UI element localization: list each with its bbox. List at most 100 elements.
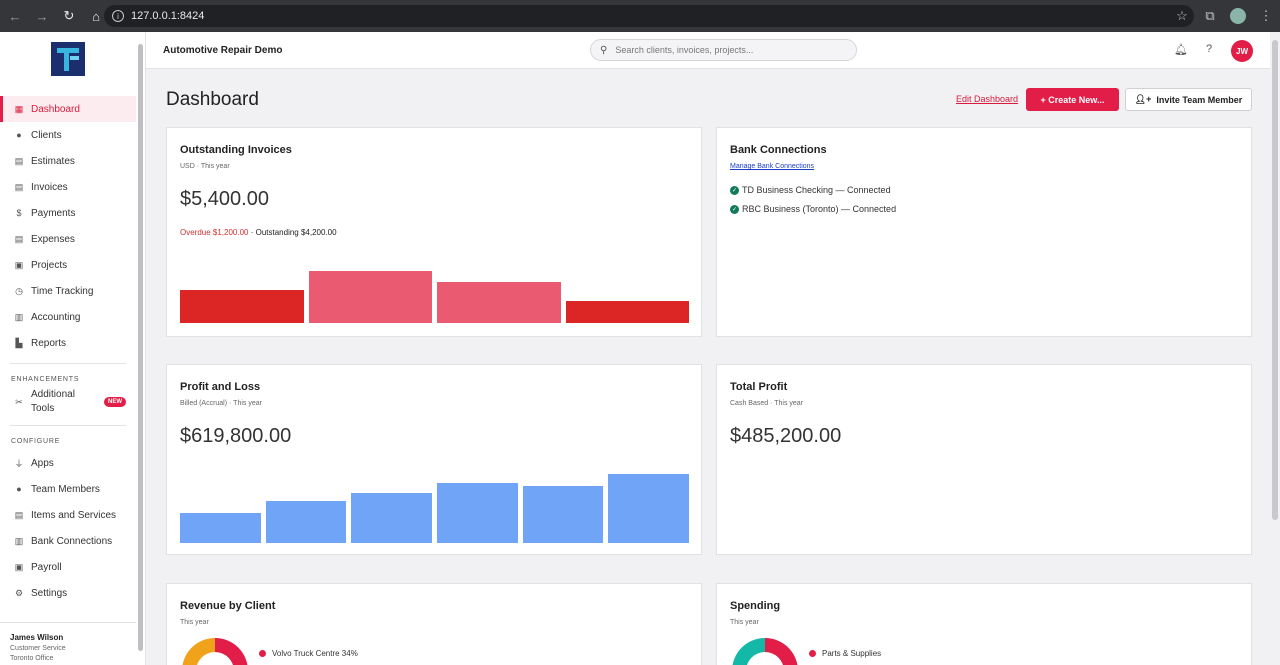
sidebar-scrollbar[interactable] [137, 34, 144, 664]
sidebar-item-label: Dashboard [31, 103, 80, 115]
donut-slice-parts [765, 638, 798, 665]
grid-icon: ▦ [14, 103, 24, 114]
reload-icon[interactable]: ↻ [63, 8, 75, 23]
invoice-bar-2 [308, 271, 432, 323]
sidebar-item-clients[interactable]: ● Clients [0, 122, 136, 148]
card-title: Outstanding Invoices [180, 144, 292, 156]
document-icon: ▤ [14, 155, 24, 166]
invoice-icon: ▤ [14, 181, 24, 192]
person-icon: ● [16, 130, 22, 140]
site-info-icon[interactable]: i [112, 10, 124, 22]
sidebar-item-invoices[interactable]: ▤ Invoices [0, 174, 136, 200]
invoice-bar-4 [565, 301, 689, 323]
card-spending: Spending This year Parts & Supplies [716, 583, 1252, 665]
sidebar-item-label: Estimates [31, 155, 75, 167]
sidebar: ▦ Dashboard ● Clients ▤ Estimates ▤ Invoices $ Pa… [0, 32, 146, 665]
manage-bank-connections-link[interactable]: Manage Bank Connections [730, 163, 815, 170]
forward-icon[interactable]: → [35, 8, 49, 24]
card-title: Profit and Loss [180, 381, 261, 393]
sidebar-item-label: Tools [31, 403, 55, 414]
section-configure: CONFIGURE [11, 437, 61, 445]
card-total-profit: Total Profit Cash Based · This year $485… [716, 364, 1252, 555]
card-amount: $619,800.00 [180, 425, 292, 447]
profile-avatar[interactable] [1230, 8, 1246, 24]
sidebar-item-additional-tools[interactable]: ✂ Additional Tools NEW [0, 386, 136, 418]
user-profile[interactable]: James Wilson Customer Service Toronto Of… [0, 622, 136, 662]
sidebar-item-reports[interactable]: ▙ Reports [0, 330, 136, 356]
bell-icon[interactable]: 🔔︎ [1174, 44, 1188, 56]
gear-icon: ⚙ [14, 587, 24, 598]
extensions-icon[interactable]: ⧉ [1205, 8, 1215, 23]
sidebar-item-dashboard[interactable]: ▦ Dashboard [0, 96, 136, 122]
sidebar-item-label: Reports [31, 337, 67, 349]
bank-connection-item: ✓ RBC Business (Toronto) — Connected [730, 204, 896, 214]
card-subtitle: This year [180, 619, 209, 626]
invoice-bar-3 [437, 282, 561, 323]
card-subtitle: USD · This year [180, 163, 230, 170]
sidebar-item-label: Projects [31, 259, 68, 271]
user-office: Toronto Office [10, 655, 54, 662]
legend-label: Parts & Supplies [822, 649, 882, 658]
invite-team-member-button[interactable]: 👤︎+ Invite Team Member [1125, 88, 1252, 111]
back-icon[interactable]: ← [8, 8, 22, 24]
sidebar-item-label: Clients [31, 129, 62, 141]
sidebar-item-label: Team Members [31, 483, 100, 495]
plug-icon: ⏚ [14, 458, 24, 469]
page-title: Dashboard [166, 89, 259, 110]
card-bank-connections: Bank Connections Manage Bank Connections… [716, 127, 1252, 337]
revenue-donut-chart [182, 638, 248, 665]
bank-connection-item: ✓ TD Business Checking — Connected [730, 185, 891, 195]
overdue-amount: Overdue $1,200.00 [180, 228, 249, 237]
search-input[interactable]: ⚲ Search clients, invoices, projects... [590, 39, 857, 61]
sidebar-item-settings[interactable]: ⚙ Settings [0, 580, 136, 606]
user-avatar[interactable]: JW [1231, 40, 1253, 62]
legend-dot [809, 650, 816, 657]
separator: · [248, 228, 256, 237]
legend-item: Parts & Supplies [809, 649, 881, 658]
card-title: Revenue by Client [180, 600, 276, 612]
help-icon[interactable]: ? [1206, 43, 1213, 55]
sidebar-item-projects[interactable]: ▣ Projects [0, 252, 136, 278]
invoice-summary: Overdue $1,200.00 · Outstanding $4,200.0… [180, 228, 337, 237]
sidebar-item-label: Expenses [31, 233, 75, 245]
card-title: Bank Connections [730, 144, 827, 156]
address-bar[interactable]: i 127.0.0.1:8424 [104, 5, 1194, 27]
tools-icon: ✂ [15, 396, 23, 407]
home-icon[interactable]: ⌂ [92, 8, 100, 24]
menu-icon[interactable]: ⋮ [1259, 8, 1273, 23]
invite-label: Invite Team Member [1156, 94, 1243, 105]
clock-icon: ◷ [15, 285, 23, 296]
payroll-icon: ▣ [14, 561, 24, 572]
card-amount: $5,400.00 [180, 188, 269, 210]
sidebar-item-payroll[interactable]: ▣ Payroll [0, 554, 136, 580]
pnl-bar-1 [180, 512, 261, 543]
sidebar-item-bank-connections[interactable]: ▥ Bank Connections [0, 528, 136, 554]
sidebar-item-estimates[interactable]: ▤ Estimates [0, 148, 136, 174]
sidebar-item-items-and-services[interactable]: ▤ Items and Services [0, 502, 136, 528]
top-bar: Automotive Repair Demo ⚲ Search clients,… [146, 32, 1270, 69]
sidebar-item-label: Time Tracking [31, 285, 94, 297]
invoice-bar-1 [180, 290, 304, 323]
sidebar-item-accounting[interactable]: ▥ Accounting [0, 304, 136, 330]
sidebar-divider [10, 363, 126, 364]
page-scrollbar[interactable] [1270, 32, 1280, 665]
pnl-bar-3 [351, 493, 432, 543]
sidebar-item-team-members[interactable]: ● Team Members [0, 476, 136, 502]
spending-donut-chart [732, 638, 798, 665]
sidebar-item-payments[interactable]: $ Payments [0, 200, 136, 226]
bank-connection-label: RBC Business (Toronto) — Connected [742, 204, 897, 214]
briefcase-icon: ▣ [14, 259, 24, 270]
star-icon[interactable]: ☆ [1176, 8, 1188, 23]
sidebar-item-time-tracking[interactable]: ◷ Time Tracking [0, 278, 136, 304]
profit-loss-bar-chart [180, 465, 689, 543]
bank-connection-label: TD Business Checking — Connected [742, 185, 891, 195]
app-logo[interactable] [51, 42, 85, 76]
sidebar-item-label: Accounting [31, 311, 81, 323]
edit-dashboard-link[interactable]: Edit Dashboard [956, 94, 1019, 104]
receipt-icon: ▤ [14, 233, 24, 244]
sidebar-item-apps[interactable]: ⏚ Apps [0, 450, 136, 476]
sidebar-item-expenses[interactable]: ▤ Expenses [0, 226, 136, 252]
donut-slice-volvo [215, 638, 248, 665]
create-new-button[interactable]: + Create New... [1026, 88, 1119, 111]
sidebar-item-label: Apps [31, 457, 54, 469]
